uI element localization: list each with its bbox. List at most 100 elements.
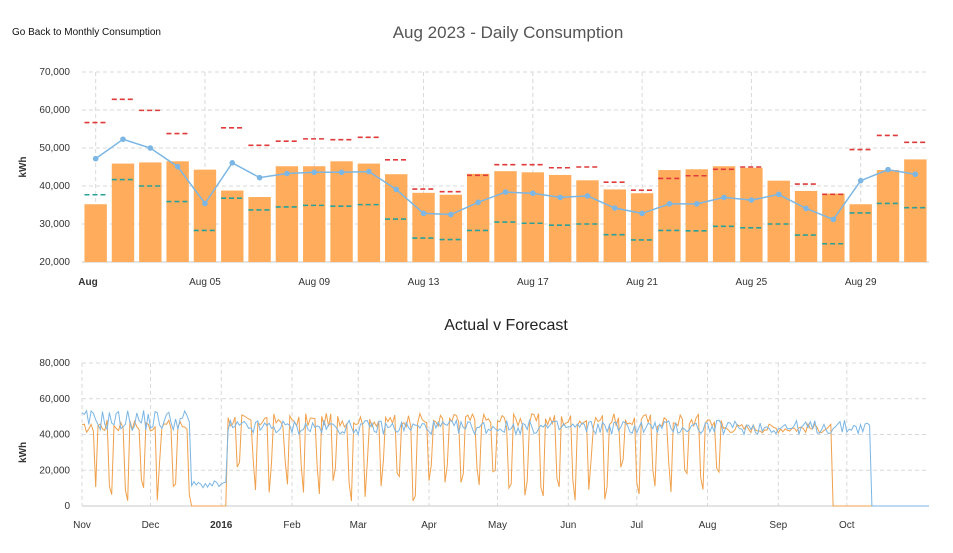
chart1-line-point [475,199,481,206]
chart1-bar [412,192,435,262]
chart1-line-point [530,190,536,197]
chart1-bar [466,173,490,262]
chart2-xtick-label: Sep [769,520,787,531]
chart1-ytick-label: 60,000 [39,105,70,116]
chart2-xtick-label: 2016 [210,520,233,531]
chart2-ytick-label: 40,000 [39,430,70,441]
chart1-line-point [229,160,236,166]
chart1-line-point [393,186,400,193]
chart2-xtick-label: Dec [142,520,160,531]
chart2-xtick-label: Nov [73,520,91,531]
chart1-bar [603,189,626,262]
chart1-title: Aug 2023 - Daily Consumption [393,23,624,42]
chart1-bar [658,170,681,262]
chart2-xtick-label: Apr [421,520,437,531]
chart1-bar [630,193,654,262]
chart1-ytick-label: 40,000 [39,181,70,192]
chart1-bar [794,190,818,262]
chart1-xtick-label: Aug [78,277,97,288]
chart2-xtick-label: Aug [699,520,717,531]
chart1-bar [849,204,872,262]
chart2-ylabel: kWh [18,442,29,463]
chart2-title: Actual v Forecast [444,317,568,334]
back-to-monthly-link[interactable]: Go Back to Monthly Consumption [12,27,161,38]
chart1-bar [740,167,763,262]
chart1-bar [876,170,900,262]
chart1-line-point [912,171,919,178]
chart1-bar [576,180,599,262]
chart1-bar [822,193,845,262]
chart1-line-point [420,210,427,217]
chart1-line-point [557,194,563,201]
chart1-bar [685,169,708,262]
chart1-xtick-label: Aug 09 [298,277,330,288]
chart1-line-point [448,211,454,218]
chart1-ytick-label: 30,000 [39,219,70,230]
chart1-line-point [147,145,154,151]
chart1-bar [248,197,271,262]
chart2-xtick-label: Jun [560,520,576,531]
chart2-ytick-label: 20,000 [39,465,70,476]
chart1-line-point [120,136,126,143]
chart1-line-point [92,155,99,162]
chart1-bar [521,172,545,262]
chart1-ytick-label: 70,000 [39,67,70,78]
chart1-ytick-label: 50,000 [39,143,70,154]
chart1-line-point [366,168,372,175]
chart1-line-point [611,205,618,211]
chart2-xtick-label: Oct [839,520,855,531]
chart2-forecast-line [81,409,929,507]
chart1-xtick-label: Aug 13 [408,277,440,288]
chart1-line-point [584,193,591,199]
chart1-line-point [857,177,864,184]
chart1-xtick-label: Aug 29 [845,277,877,288]
chart2-ytick-label: 0 [64,501,70,512]
chart1-line-point [284,170,290,177]
chart1-line-point [338,169,345,176]
chart1-bar [548,174,572,262]
chart1-bar [139,162,162,262]
chart1-xtick-label: Aug 05 [189,277,221,288]
chart1-line-point [830,216,837,223]
chart1-line-point [775,191,782,198]
chart1-bar [303,166,326,262]
chart1-line-point [256,174,263,181]
chart1-bar [712,166,736,262]
chart1-bar [904,159,927,262]
chart2-xtick-label: Jul [630,520,643,531]
chart1-line-point [502,189,509,195]
chart1-bar [494,171,517,262]
chart1-bar [275,166,299,262]
chart1-line-point [174,163,181,170]
chart1-bar [221,190,244,262]
chart1-line-point [885,166,891,173]
chart2-xtick-label: Mar [350,520,368,531]
chart1-line-point [311,169,318,176]
chart1-bar [385,174,408,262]
chart1-bar [193,169,217,262]
chart2-xtick-label: Feb [283,520,301,531]
chart2-actual-line [81,411,929,507]
chart1-line-point [202,200,208,207]
chart1-bar [330,161,353,262]
chart1-line-point [803,205,809,212]
chart1-line-point [639,210,645,217]
chart1-bar [767,180,790,262]
chart1-xtick-label: Aug 21 [626,277,658,288]
chart1-line-point [666,201,673,207]
chart2-ytick-label: 60,000 [39,394,70,405]
chart1-bar [111,163,135,262]
chart1-xtick-label: Aug 17 [517,277,549,288]
chart2-xtick-label: May [488,520,507,531]
chart1-line-point [693,201,700,207]
chart1-bar [166,161,189,262]
chart1-ytick-label: 20,000 [39,257,70,268]
chart2-ytick-label: 80,000 [39,358,70,369]
chart1-bar [84,204,107,262]
chart1-line-point [748,197,755,203]
chart1-line-point [721,194,727,201]
chart1-bar [357,163,381,262]
chart1-xtick-label: Aug 25 [736,277,768,288]
